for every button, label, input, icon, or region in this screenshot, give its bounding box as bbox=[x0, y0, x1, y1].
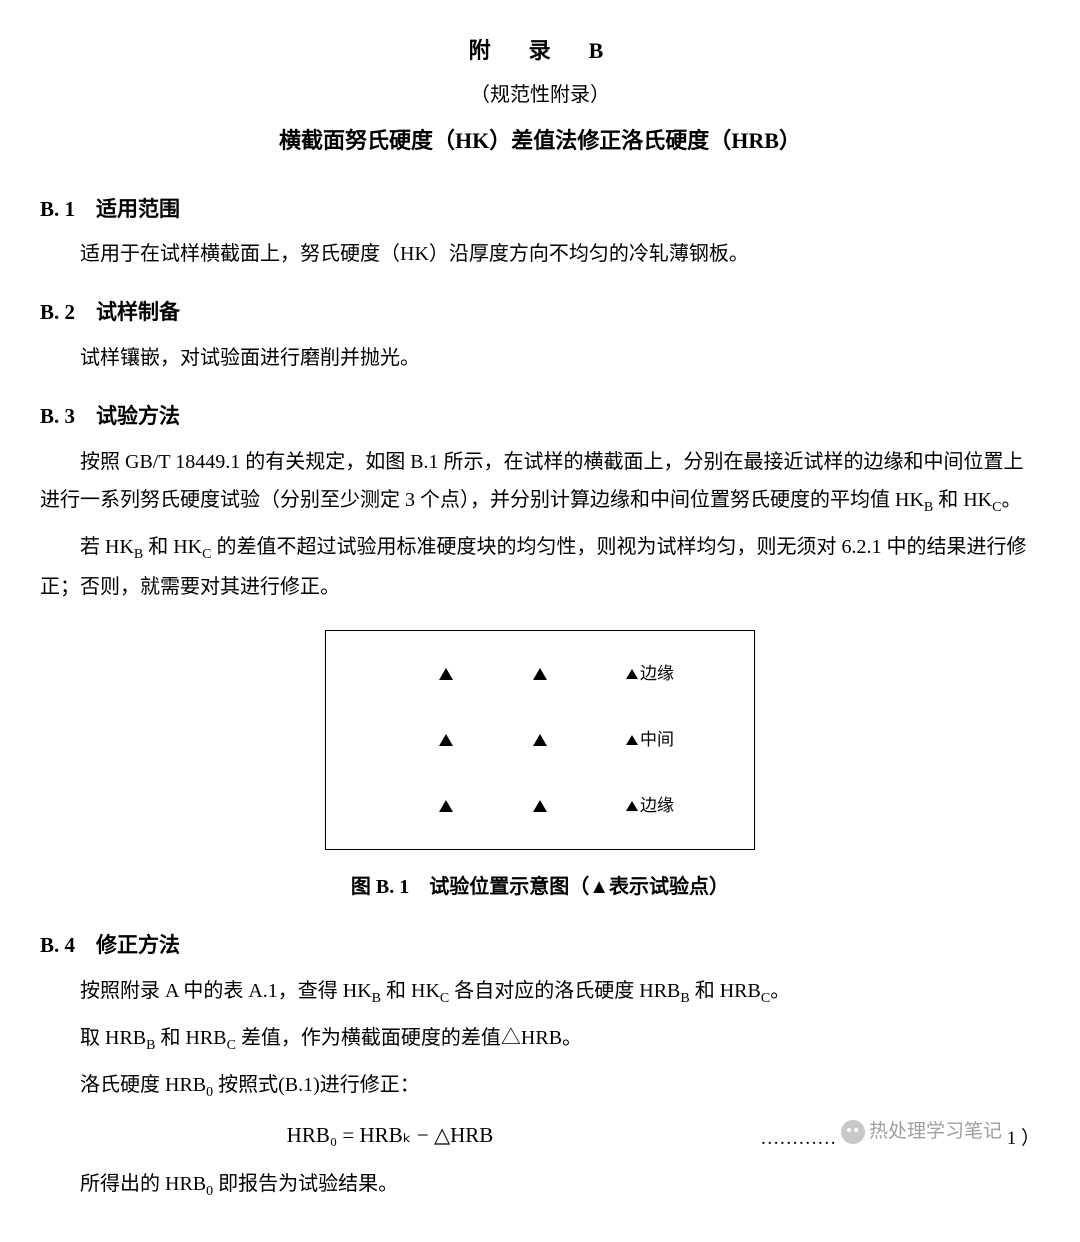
triangle-icon bbox=[533, 800, 547, 812]
diagram-container: 边缘 中间 边缘 bbox=[40, 630, 1040, 850]
text: 和 HK bbox=[933, 489, 992, 511]
section-b2-title: B. 2 试样制备 bbox=[40, 293, 1040, 333]
section-num: B. 2 bbox=[40, 300, 75, 324]
triangle-icon bbox=[533, 734, 547, 746]
diagram-row: 边缘 bbox=[326, 800, 754, 812]
section-b4-title: B. 4 修正方法 bbox=[40, 926, 1040, 966]
label-text: 边缘 bbox=[640, 790, 674, 822]
subscript-b: B bbox=[372, 991, 381, 1006]
section-name: 修正方法 bbox=[96, 933, 180, 957]
dots: ………… bbox=[760, 1128, 836, 1149]
formula-row: HRB₀ = HRBₖ − △HRB ………… 热处理学习笔记 1 ） bbox=[40, 1114, 1040, 1157]
section-name: 试验方法 bbox=[96, 404, 180, 428]
text: 和 HK bbox=[143, 536, 202, 558]
text: 。 bbox=[1001, 489, 1021, 511]
figure-caption: 图 B. 1 试验位置示意图（▲表示试验点） bbox=[40, 868, 1040, 906]
text: 洛氏硬度 HRB bbox=[80, 1074, 206, 1096]
section-b4-para4: 所得出的 HRB0 即报告为试验结果。 bbox=[40, 1165, 1040, 1206]
triangle-icon bbox=[439, 734, 453, 746]
text: 取 HRB bbox=[80, 1027, 146, 1049]
section-num: B. 4 bbox=[40, 933, 75, 957]
subscript-zero: 0 bbox=[206, 1184, 213, 1199]
section-b1-para: 适用于在试样横截面上，努氏硬度（HK）沿厚度方向不均匀的冷轧薄钢板。 bbox=[40, 235, 1040, 273]
triangle-icon bbox=[439, 800, 453, 812]
section-b4-para2: 取 HRBB 和 HRBC 差值，作为横截面硬度的差值△HRB。 bbox=[40, 1019, 1040, 1060]
text: 所得出的 HRB bbox=[80, 1173, 206, 1195]
section-b3-para1: 按照 GB/T 18449.1 的有关规定，如图 B.1 所示，在试样的横截面上… bbox=[40, 443, 1040, 522]
text: 差值，作为横截面硬度的差值△HRB。 bbox=[236, 1027, 582, 1049]
triangle-icon bbox=[533, 668, 547, 680]
diagram-box: 边缘 中间 边缘 bbox=[325, 630, 755, 850]
watermark-text: 热处理学习笔记 bbox=[869, 1114, 1002, 1150]
appendix-title: 横截面努氏硬度（HK）差值法修正洛氏硬度（HRB） bbox=[40, 120, 1040, 162]
text: 各自对应的洛氏硬度 HRB bbox=[449, 980, 680, 1002]
subscript-b: B bbox=[924, 500, 933, 515]
section-b3-title: B. 3 试验方法 bbox=[40, 397, 1040, 437]
label-text: 边缘 bbox=[640, 658, 674, 690]
text: 即报告为试验结果。 bbox=[213, 1173, 398, 1195]
text: 和 HRB bbox=[690, 980, 761, 1002]
section-b3-para2: 若 HKB 和 HKC 的差值不超过试验用标准硬度块的均匀性，则视为试样均匀，则… bbox=[40, 528, 1040, 607]
text: 按照 GB/T 18449.1 的有关规定，如图 B.1 所示，在试样的横截面上… bbox=[40, 451, 1024, 511]
appendix-label: 附 录 B bbox=[40, 30, 1040, 72]
triangle-icon bbox=[626, 735, 638, 745]
triangle-icon bbox=[626, 801, 638, 811]
section-b4-para1: 按照附录 A 中的表 A.1，查得 HKB 和 HKC 各自对应的洛氏硬度 HR… bbox=[40, 972, 1040, 1013]
section-num: B. 1 bbox=[40, 197, 75, 221]
appendix-subtitle: （规范性附录） bbox=[40, 76, 1040, 114]
triangle-icon bbox=[439, 668, 453, 680]
section-num: B. 3 bbox=[40, 404, 75, 428]
subscript-b: B bbox=[134, 547, 143, 562]
section-b1-title: B. 1 适用范围 bbox=[40, 190, 1040, 230]
subscript-c: C bbox=[440, 991, 449, 1006]
label-text: 中间 bbox=[640, 724, 674, 756]
text: 和 HK bbox=[381, 980, 440, 1002]
watermark: 热处理学习笔记 bbox=[841, 1114, 1002, 1150]
row-label: 边缘 bbox=[626, 790, 674, 822]
section-b4-para3: 洛氏硬度 HRB0 按照式(B.1)进行修正： bbox=[40, 1066, 1040, 1107]
ref-num: 1 ） bbox=[1007, 1128, 1040, 1149]
subscript-c: C bbox=[761, 991, 770, 1006]
section-name: 试样制备 bbox=[96, 300, 180, 324]
formula-text: HRB₀ = HRBₖ − △HRB bbox=[40, 1116, 740, 1156]
text: 按照附录 A 中的表 A.1，查得 HK bbox=[80, 980, 372, 1002]
diagram-row: 边缘 bbox=[326, 668, 754, 680]
section-b2-para: 试样镶嵌，对试验面进行磨削并抛光。 bbox=[40, 339, 1040, 377]
section-name: 适用范围 bbox=[96, 197, 180, 221]
triangle-icon bbox=[626, 669, 638, 679]
text: 和 HRB bbox=[155, 1027, 226, 1049]
diagram-row: 中间 bbox=[326, 734, 754, 746]
text: 若 HK bbox=[80, 536, 134, 558]
row-label: 边缘 bbox=[626, 658, 674, 690]
subscript-b: B bbox=[680, 991, 689, 1006]
row-label: 中间 bbox=[626, 724, 674, 756]
text: 。 bbox=[770, 980, 790, 1002]
wechat-icon bbox=[841, 1120, 865, 1144]
text: 按照式(B.1)进行修正： bbox=[213, 1074, 420, 1096]
formula-ref: ………… 热处理学习笔记 1 ） bbox=[740, 1114, 1040, 1157]
subscript-c: C bbox=[227, 1038, 236, 1053]
